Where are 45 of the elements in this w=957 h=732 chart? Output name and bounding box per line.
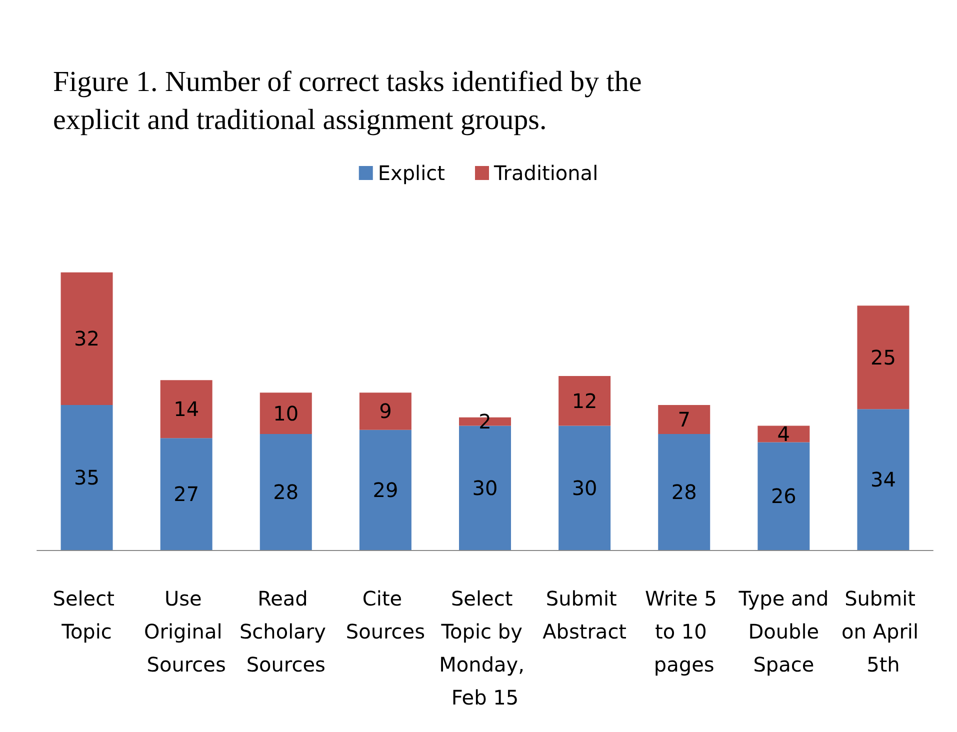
legend-label: Explict (378, 161, 446, 185)
x-tick-label: Submit on April 5th (842, 586, 925, 676)
bar (857, 306, 910, 410)
legend-label: Traditional (492, 161, 598, 185)
data-label: 7 (678, 408, 690, 432)
data-label: 30 (572, 476, 598, 500)
data-label: 28 (671, 480, 697, 504)
data-label: 30 (472, 476, 498, 500)
data-label: 14 (174, 397, 200, 422)
data-label: 4 (777, 422, 790, 446)
x-tick-label: Select Topic (52, 586, 121, 644)
x-tick-label: Cite Sources (346, 586, 426, 644)
data-label: 26 (770, 484, 796, 508)
data-label: 35 (74, 466, 100, 490)
data-label: 9 (379, 399, 392, 424)
bar (857, 409, 910, 550)
bar (758, 426, 810, 442)
x-tick-label: Read Scholary Sources (239, 586, 332, 676)
data-label: 25 (870, 345, 896, 370)
x-tick-label: Use Original Sources (144, 586, 229, 676)
data-label: 12 (572, 388, 598, 413)
data-label: 28 (273, 480, 299, 504)
chart-title: Figure 1. Number of correct tasks identified by the explicit and traditional assignment groups. (53, 66, 649, 136)
x-tick-label: Select Topic by Monday, Feb 15 (439, 586, 531, 710)
data-label: 27 (174, 482, 200, 506)
x-tick-label: Submit Abstract (542, 586, 627, 644)
bar (758, 442, 810, 550)
bar (658, 405, 710, 434)
bar (558, 426, 611, 550)
bar (260, 392, 312, 434)
bar (558, 376, 611, 426)
data-label: 32 (74, 326, 100, 351)
bar (160, 380, 212, 438)
bar (260, 434, 312, 550)
data-label: 10 (273, 401, 299, 426)
bar (160, 438, 212, 550)
data-label: 34 (870, 468, 896, 492)
x-tick-label: Write 5 to 10 pages (644, 586, 724, 676)
bar (60, 405, 113, 550)
data-label: 29 (372, 478, 398, 502)
bar (60, 272, 113, 405)
bar (658, 434, 710, 550)
bar (359, 430, 412, 550)
bar (359, 392, 412, 430)
x-tick-label: Type and Double Space (738, 586, 829, 676)
